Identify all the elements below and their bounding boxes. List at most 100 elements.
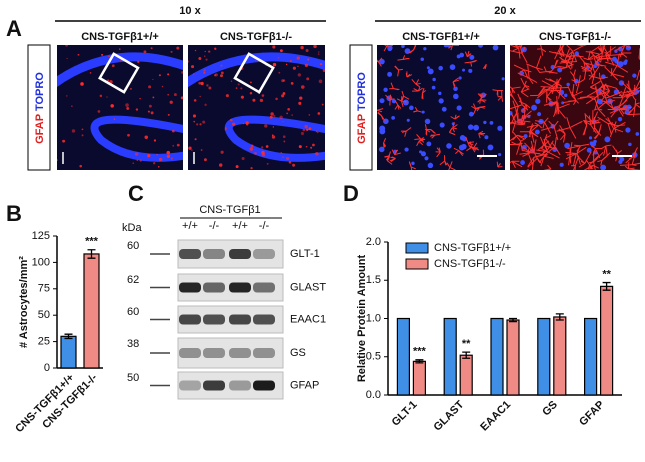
nucleus [424,156,429,161]
astrocyte-process [515,121,526,124]
astrocyte-process [431,134,436,139]
astrocyte-process [552,101,558,106]
astrocyte-process [413,45,417,51]
unit-label: kDa [122,222,142,234]
astrocyte-process [566,45,574,52]
astrocyte-process [510,122,522,126]
astrocyte-process [464,51,468,57]
nucleus [458,144,465,151]
astrocyte-process [574,155,580,166]
legend-swatch [405,258,429,270]
astrocyte-process [553,120,559,128]
astrocyte-process [558,128,566,135]
astrocyte-process [609,99,614,109]
gfap-signal [252,98,256,102]
astrocyte-process [544,87,557,91]
gfap-signal [261,150,265,155]
gfap-signal [220,64,223,67]
gfap-signal [113,118,116,120]
astrocyte-process [625,156,633,164]
astrocyte-process [541,48,544,56]
astrocyte-process [380,115,386,121]
astrocyte-process [567,86,573,97]
astrocyte-process [610,106,620,118]
astrocyte-process [421,93,423,99]
astrocyte-process [638,56,640,59]
gfap-signal [204,55,206,57]
astrocyte-process [526,63,537,69]
nucleus [487,144,494,151]
astrocyte-process [621,87,627,98]
astrocyte-process [401,95,405,101]
astrocyte-process [583,57,589,61]
gfap-signal [156,153,158,156]
astrocyte-process [449,131,456,136]
astrocyte-process [546,96,551,102]
astrocyte-process [539,71,547,73]
band [179,282,201,293]
region-box [98,52,140,94]
astrocyte-process [605,61,618,67]
astrocyte-process [524,69,532,73]
astrocyte-process [413,110,418,113]
astrocyte-process [510,104,523,110]
gfap-signal [315,151,319,156]
astrocyte-process [529,131,539,138]
gfap-signal [81,134,84,137]
astrocyte-process [592,119,600,123]
nucleus [379,125,386,132]
astrocyte-process [501,96,504,102]
astrocyte-process [621,92,633,99]
astrocyte-process [558,51,563,58]
gfap-signal [289,60,292,63]
astrocyte-process [517,134,525,140]
bar [553,316,567,396]
astrocyte-process [538,155,545,164]
astrocyte-process [553,126,559,141]
y-tick-label: 1.5 [366,274,381,286]
gfap-signal [158,157,163,162]
astrocyte-process [527,169,529,170]
y-tick-label: 1.0 [366,312,381,324]
nucleus [409,105,414,111]
astrocyte-process [544,146,556,156]
astrocyte-process [576,45,584,47]
astrocyte-process [533,139,537,153]
astrocyte-process [390,82,394,89]
astrocyte-process [543,144,557,150]
astrocyte-process [517,119,531,123]
nucleus [411,161,415,166]
astrocyte-process [510,50,523,54]
x-tick-label: GLT-1 [390,399,420,429]
gfap-signal [232,122,236,126]
astrocyte-process [626,83,635,95]
astrocyte-process [541,48,547,53]
gfap-signal [245,121,249,125]
nucleus [617,61,624,68]
astrocyte-process [394,149,398,155]
nucleus [426,66,430,70]
gfap-signal [237,83,240,86]
astrocyte-process [575,82,580,94]
bar [459,354,473,396]
astrocyte-process [572,165,576,170]
nucleus [477,45,484,48]
gfap-signal [225,127,227,129]
astrocyte-process [511,121,517,133]
astrocyte-process [386,45,389,47]
gfap-signal [254,151,257,155]
astrocyte-process [570,55,575,64]
astrocyte-process [616,53,620,66]
error-bar [509,317,517,323]
gfap-signal [81,128,84,131]
astrocyte-process [520,141,523,152]
band [179,249,201,259]
astrocyte-process [414,138,421,140]
nucleus [424,118,431,125]
nucleus [453,86,458,92]
gfap-signal [191,149,193,151]
astrocyte-process [556,77,562,84]
astrocyte-process [610,65,618,77]
y-tick-label: 125 [32,230,50,242]
gfap-signal [282,135,286,139]
